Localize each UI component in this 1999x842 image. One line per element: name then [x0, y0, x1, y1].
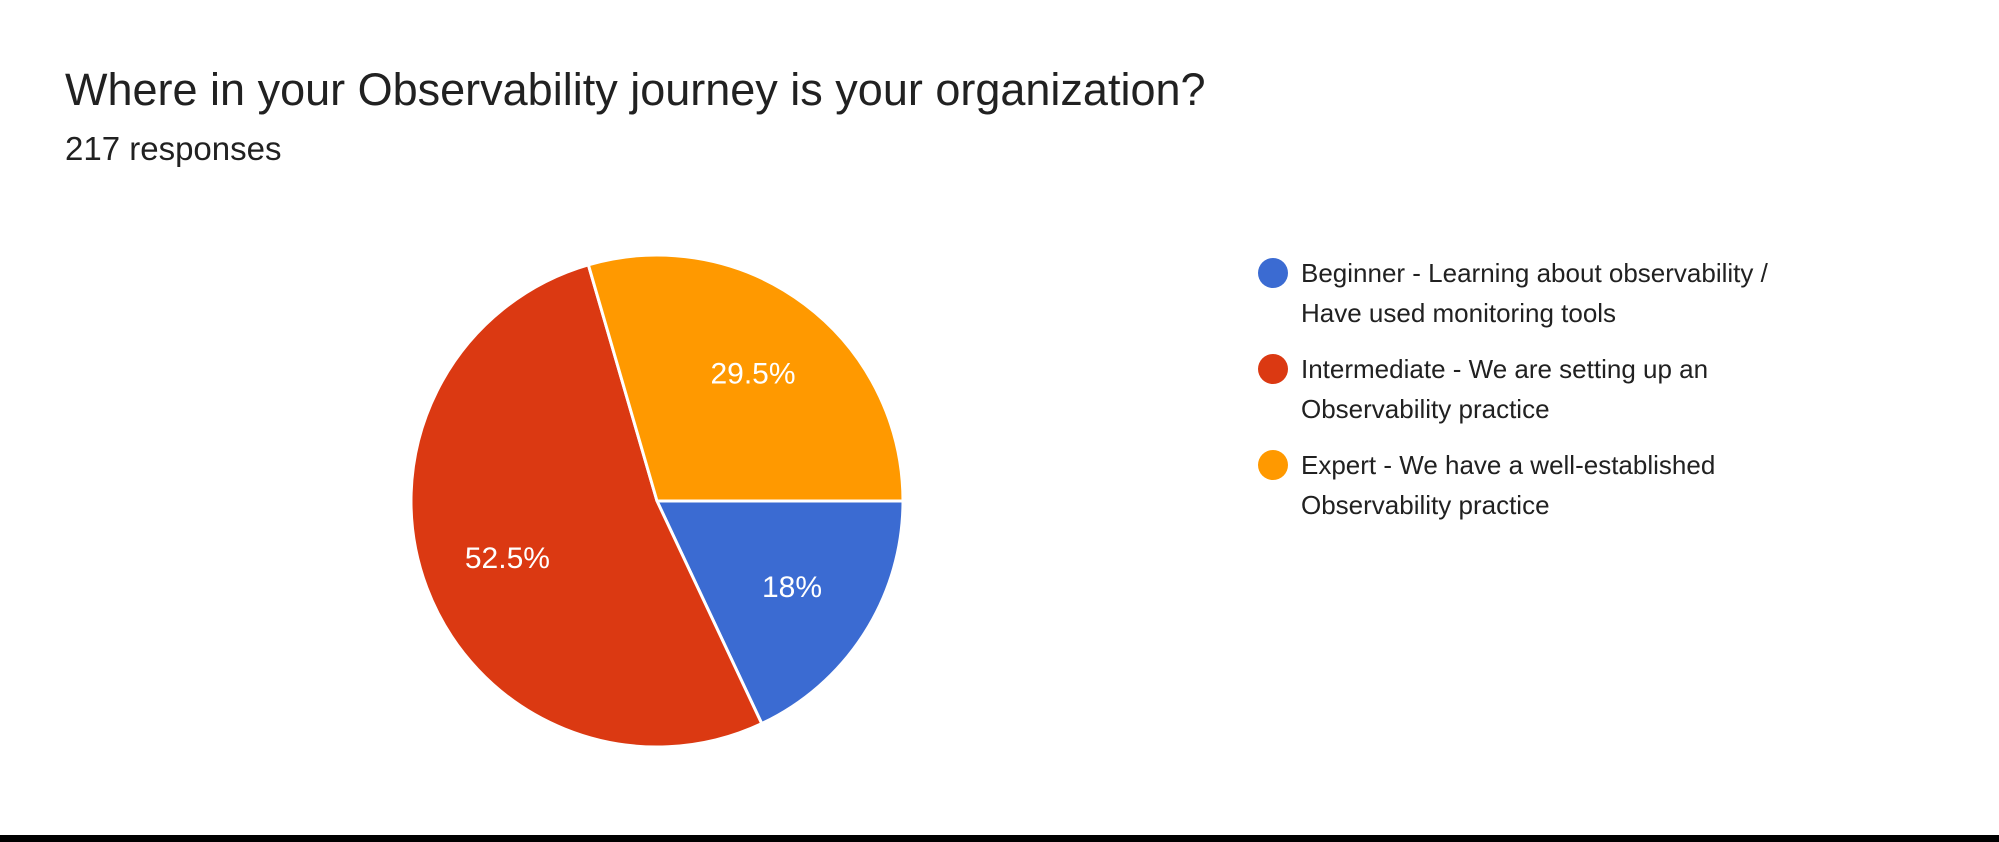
pie-slice-3[interactable] — [586, 253, 905, 503]
legend-label: Beginner - Learning about observability … — [1301, 253, 1768, 333]
pie-slice-1[interactable] — [655, 499, 905, 726]
legend-label: Expert - We have a well-established Obser… — [1301, 445, 1715, 525]
legend-swatch-icon — [1258, 450, 1288, 480]
bottom-edge-bar — [0, 835, 1999, 842]
legend-label-line: Have used monitoring tools — [1301, 298, 1617, 328]
pie-slice-percent-label: 29.5% — [710, 358, 795, 391]
pie-slice-percent-label: 52.5% — [465, 542, 550, 575]
legend-swatch-icon — [1258, 258, 1288, 288]
chart-title: Where in your Observability journey is y… — [65, 64, 1206, 115]
legend-label-line: Expert - We have a well-established — [1301, 450, 1716, 480]
legend-item: Intermediate - We are setting up an Obser… — [1258, 349, 1768, 429]
legend-label: Intermediate - We are setting up an Obser… — [1301, 349, 1708, 429]
pie-slice-2[interactable] — [409, 263, 764, 749]
legend-label-line: Beginner - Learning about observability … — [1301, 258, 1768, 288]
legend-item: Expert - We have a well-established Obser… — [1258, 445, 1768, 525]
response-count: 217 responses — [65, 130, 282, 167]
pie-chart[interactable]: 18% 52.5% 29.5% — [397, 241, 917, 761]
legend-label-line: Intermediate - We are setting up an — [1301, 354, 1709, 384]
pie-slice-percent-label: 18% — [762, 571, 822, 604]
legend-label-line: Observability practice — [1301, 490, 1550, 520]
chart-legend: Beginner - Learning about observability … — [1258, 253, 1768, 541]
legend-label-line: Observability practice — [1301, 394, 1550, 424]
legend-swatch-icon — [1258, 354, 1288, 384]
legend-item: Beginner - Learning about observability … — [1258, 253, 1768, 333]
